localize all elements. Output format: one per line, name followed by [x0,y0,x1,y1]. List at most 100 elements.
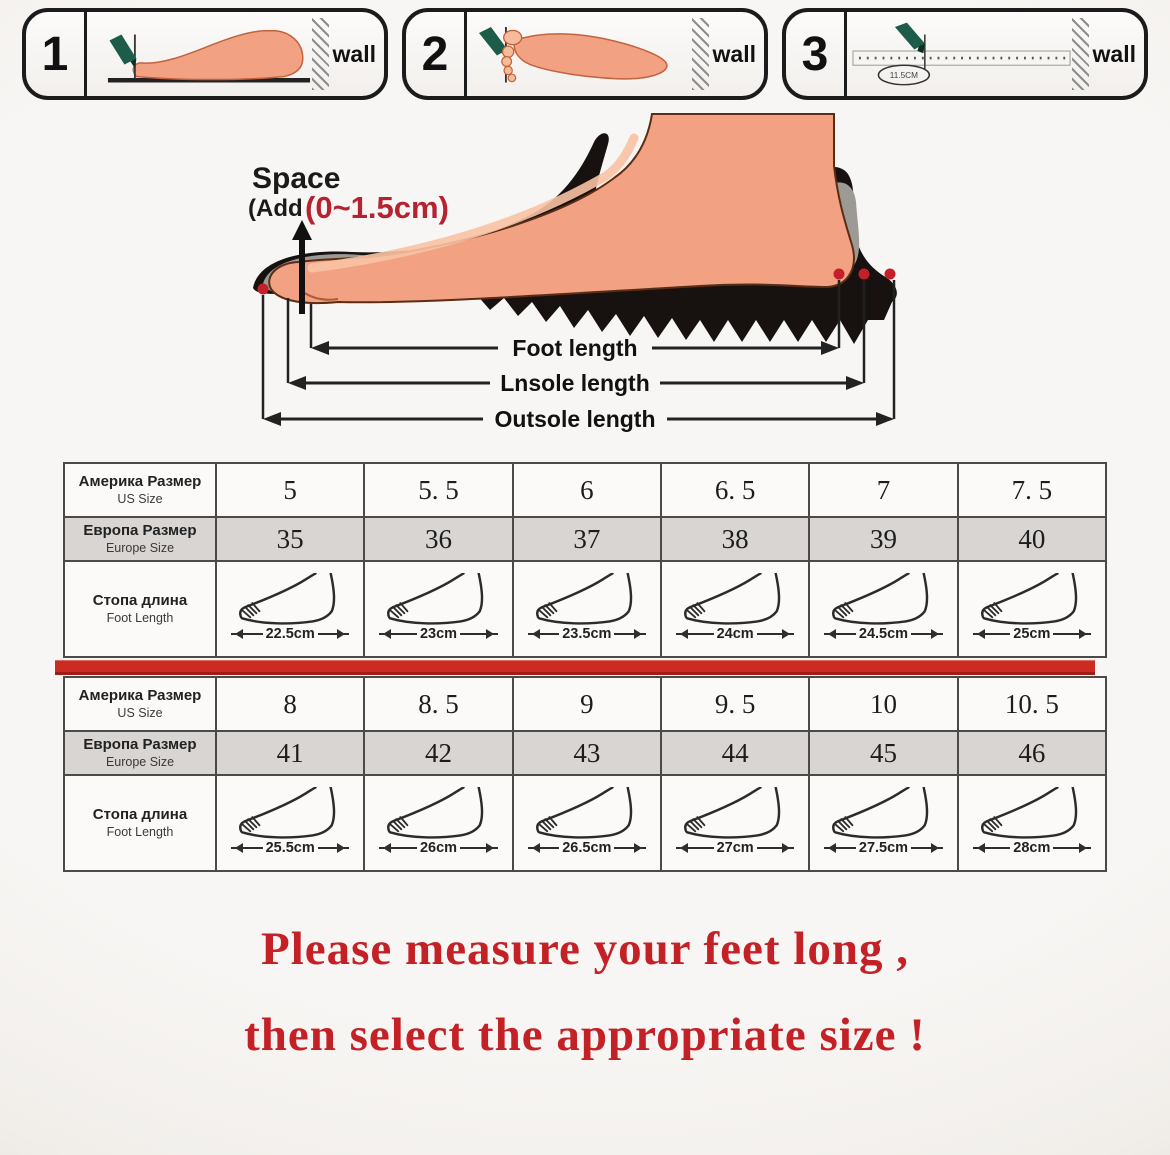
foot-length-value: 26.5cm [562,840,612,856]
foot-outline-icon [387,573,484,625]
foot-length-cell: 28cm [956,774,1108,872]
panel-step-2: 2 wall [402,8,768,100]
us-size-cell: 8. 5 [363,676,514,732]
foot-length-label: Foot length [512,335,637,361]
us-size-row-header: Америка Размер US Size [63,462,217,518]
arrowhead-right [846,376,864,390]
ruler-mark-label: 11.5CM [890,71,918,80]
foot-outline-icon [980,573,1078,625]
toe [507,73,517,83]
section-divider-bar [55,660,1095,675]
header-label-ru: Европа Размер [83,736,197,754]
foot-length-dimension: 26cm [379,840,498,856]
header-label-en: US Size [117,705,163,720]
us-size-row-header: Америка Размер US Size [63,676,217,732]
size-table-section-1: Америка Размер US Size 5 5. 5 6 6. 5 7 7… [63,462,1108,658]
outsole-length-label: Outsole length [495,406,656,432]
header-label-ru: Америка Размер [78,687,202,705]
foot-top-shape [513,33,668,80]
eu-size-cell: 39 [808,516,959,562]
heel-marker-dot [858,268,870,280]
us-size-cell: 7. 5 [956,462,1108,518]
foot-outline-icon [684,787,781,839]
foot-length-cell: 24.5cm [808,560,959,658]
foot-length-value: 26cm [419,840,458,856]
toe-crease [302,291,339,301]
space-arrow-head [292,220,312,240]
eu-size-cell: 40 [956,516,1108,562]
arrowhead-right [876,412,894,426]
foot-outline-icon [239,787,336,839]
toe-marker-dot [257,283,269,295]
wall-hatch [691,18,709,90]
toe [503,65,513,76]
pencil-icon [109,34,137,65]
eu-size-cell: 37 [511,516,662,562]
foot-outline-icon [684,573,781,625]
foot-length-dimension: 27cm [676,840,795,856]
eu-size-cell: 46 [956,730,1108,776]
us-size-cell: 5 [214,462,366,518]
foot-outline-icon [387,787,484,839]
arrowhead-left [311,341,329,355]
foot-shape [268,113,855,305]
eu-size-row-header: Европа Размер Europe Size [63,516,217,562]
eu-size-row: Европа Размер Europe Size 35 36 37 38 39… [63,516,1108,562]
foot-side-measure-illustration [107,30,311,83]
header-label-ru: Америка Размер [78,473,202,491]
pencil-icon [478,27,508,56]
arrowhead-left [288,376,306,390]
measure-callout-circle [877,64,931,86]
foot-length-dimension: 24cm [676,626,795,642]
heel-marker-dot [833,268,845,280]
eu-size-cell: 44 [659,730,811,776]
us-size-cell: 7 [808,462,959,518]
heel-marker-dot [884,268,896,280]
foot-length-value: 24cm [716,626,754,642]
header-label-ru: Стопа длина [92,592,188,610]
eu-size-row-header: Европа Размер Europe Size [63,730,217,776]
foot-length-cell: 23.5cm [511,560,662,658]
big-toe [502,29,523,46]
arrowhead-left [263,412,281,426]
foot-outline-icon [832,573,929,625]
measure-instruction-panels: 1 wall 2 [22,8,1148,100]
step-number: 1 [26,12,87,96]
foot-length-value: 25.5cm [265,840,315,856]
us-size-row: Америка Размер US Size 8 8. 5 9 9. 5 10 … [63,676,1108,732]
space-range: (0~1.5cm) [305,190,449,225]
foot-outline-icon [535,787,633,839]
foot-outline-icon [535,573,633,625]
pencil-tip [130,58,137,69]
foot-length-dimension: 27.5cm [824,840,943,856]
header-label-ru: Европа Размер [83,522,197,540]
wall-hatch [1071,18,1089,90]
eu-size-cell: 43 [511,730,662,776]
header-label-ru: Стопа длина [92,806,188,824]
foot-outline-icon [239,573,336,625]
insole-length-label: Lnsole length [500,370,650,396]
toe [501,56,513,67]
pencil-icon [894,22,925,50]
eu-size-cell: 41 [214,730,366,776]
foot-length-dimension: 22.5cm [231,626,350,642]
us-size-cell: 5. 5 [363,462,514,518]
arrowhead-right [821,341,839,355]
foot-length-cell: 25cm [956,560,1108,658]
space-add-prefix: (Add [248,195,303,222]
foot-length-row-header: Стопа длина Foot Length [63,560,217,658]
eu-size-cell: 38 [659,516,811,562]
ruler-measure-illustration: 11.5CM [852,22,1071,86]
header-label-en: Europe Size [105,540,175,555]
header-label-en: Europe Size [105,754,175,769]
foot-side-shape [132,30,304,81]
foot-highlight [307,133,639,273]
eu-size-row: Европа Размер Europe Size 41 42 43 44 45… [63,730,1108,776]
us-size-cell: 8 [214,676,366,732]
eu-size-cell: 35 [214,516,366,562]
panel-step-1: 1 wall [22,8,388,100]
step-number: 3 [786,12,847,96]
pencil-tip [917,43,925,54]
foot-length-row-header: Стопа длина Foot Length [63,774,217,872]
